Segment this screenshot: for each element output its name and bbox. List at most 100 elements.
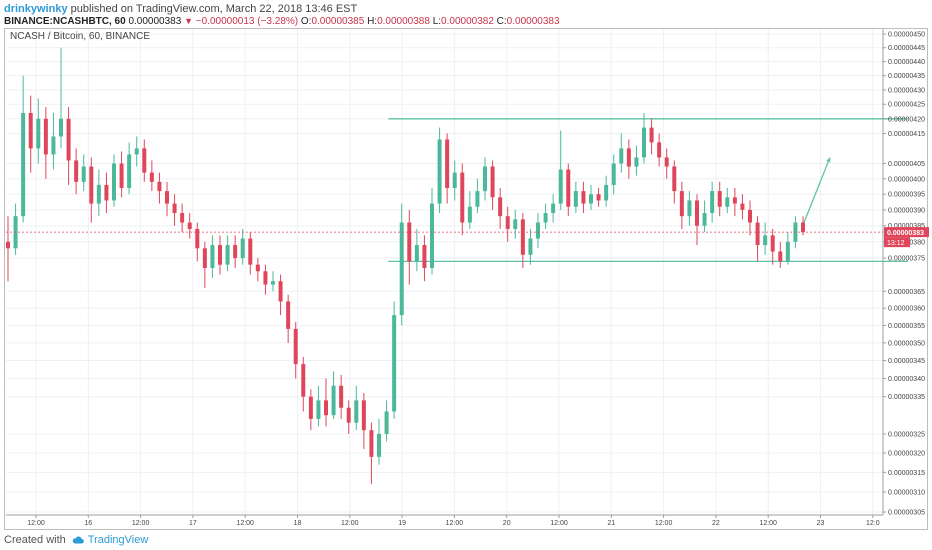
candle[interactable] [414,228,419,272]
candle[interactable] [43,107,48,179]
candle[interactable] [785,232,790,265]
candle[interactable] [157,172,162,204]
candle[interactable] [642,112,646,164]
candle[interactable] [755,216,760,262]
candle[interactable] [142,139,147,182]
candle[interactable] [452,160,457,201]
candle[interactable] [581,181,586,214]
candle[interactable] [331,371,336,419]
candle[interactable] [316,385,321,427]
candle[interactable] [505,206,510,242]
candle[interactable] [695,194,699,246]
candle[interactable] [710,181,715,223]
chart-pane[interactable] [4,28,928,530]
candle[interactable] [180,203,185,233]
candle[interactable] [520,213,525,268]
candle[interactable] [74,148,79,195]
candle[interactable] [596,188,601,207]
candle[interactable] [149,160,154,192]
candle[interactable] [354,385,359,431]
candle[interactable] [702,200,707,233]
candle[interactable] [467,191,472,229]
candle[interactable] [286,294,291,343]
candle[interactable] [437,127,442,214]
candle[interactable] [81,154,86,192]
candle[interactable] [763,222,768,255]
candle[interactable] [13,203,18,255]
candle[interactable] [339,374,344,419]
projection-arrow[interactable] [803,157,831,223]
candle[interactable] [172,194,177,226]
candle[interactable] [59,47,63,149]
candle[interactable] [28,95,33,173]
candle[interactable] [384,400,389,442]
candle[interactable] [619,133,624,173]
candle[interactable] [460,163,465,236]
candle[interactable] [134,136,139,167]
candle[interactable] [233,235,238,268]
candle[interactable] [558,130,563,210]
candle[interactable] [589,184,593,210]
candle[interactable] [717,181,722,217]
candle[interactable] [430,188,434,275]
tradingview-link[interactable]: TradingView [87,534,149,546]
candle[interactable] [240,228,245,265]
author-link[interactable]: drinkywinky [4,3,68,15]
candle[interactable] [187,213,192,239]
candle[interactable] [165,181,169,217]
candle[interactable] [225,235,230,272]
candle[interactable] [263,264,268,295]
candle[interactable] [195,222,200,262]
candle[interactable] [611,154,616,195]
candle[interactable] [687,191,692,226]
candle[interactable] [626,139,631,179]
candle[interactable] [475,178,480,214]
candle[interactable] [573,181,578,214]
candle[interactable] [271,271,275,292]
candle[interactable] [392,301,397,419]
candle[interactable] [399,203,404,326]
candle[interactable] [21,75,26,223]
candle[interactable] [301,356,306,412]
candle[interactable] [657,133,662,167]
candle[interactable] [732,188,737,217]
candle[interactable] [566,163,571,217]
candle[interactable] [483,157,487,201]
candle[interactable] [672,160,677,204]
candle[interactable] [740,194,745,220]
candle[interactable] [112,154,116,207]
candle[interactable] [255,258,260,282]
candle[interactable] [119,151,124,198]
candle[interactable] [218,235,222,275]
candle[interactable] [36,98,41,164]
candle[interactable] [361,393,366,450]
candle[interactable] [634,145,639,176]
candle[interactable] [377,418,381,465]
candle[interactable] [770,228,775,265]
candle[interactable] [293,321,298,379]
candle[interactable] [369,422,374,485]
candle[interactable] [104,172,109,214]
candle[interactable] [536,213,540,249]
candle[interactable] [498,188,503,229]
candle[interactable] [278,274,283,316]
candle[interactable] [308,389,313,431]
candle[interactable] [513,209,518,239]
candle[interactable] [649,118,654,155]
candle[interactable] [89,157,94,223]
candle[interactable] [725,188,730,214]
candle[interactable] [248,232,253,275]
candle[interactable] [51,112,56,170]
candle[interactable] [422,235,427,282]
candle[interactable] [748,200,752,236]
candle[interactable] [210,235,215,278]
candle[interactable] [664,148,669,179]
candle[interactable] [324,378,328,427]
candle[interactable] [543,203,548,229]
candle[interactable] [346,400,351,434]
candle[interactable] [445,133,450,204]
candle[interactable] [490,160,495,210]
candle[interactable] [202,241,207,288]
candle[interactable] [778,241,783,268]
